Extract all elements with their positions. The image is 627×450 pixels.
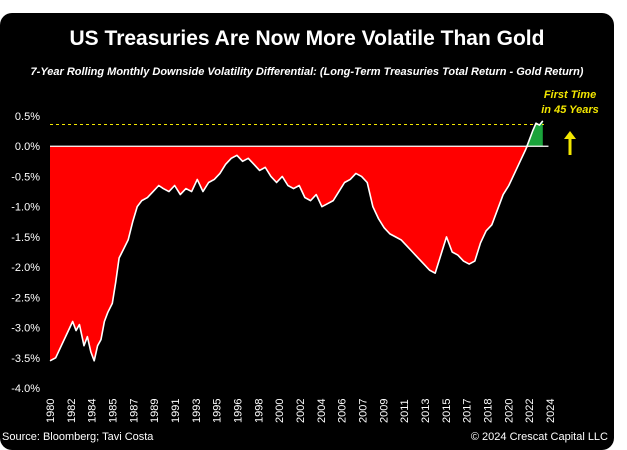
x-tick-label: 2007 (358, 399, 370, 423)
x-tick-label: 1993 (191, 399, 203, 423)
y-tick-label: 0.5% (15, 111, 40, 123)
y-tick-label: -1.0% (11, 202, 40, 214)
chart-title: US Treasuries Are Now More Volatile Than… (69, 27, 545, 50)
chart-plot: 0.5% 0.0% -0.5% -1.0% -1.5% -2.0% -2.5% -3.0% -3… (11, 111, 576, 423)
y-tick-label: -2.5% (11, 292, 40, 304)
x-tick-label: 1985 (108, 399, 120, 423)
x-tick-label: 1995 (212, 399, 224, 423)
chart-card: US Treasuries Are Now More Volatile Than… (0, 13, 614, 450)
x-tick-label: 2002 (295, 399, 307, 423)
x-tick-label: 1989 (149, 399, 161, 423)
annotation-line-1: First Time (543, 89, 597, 101)
x-tick-label: 1998 (253, 399, 265, 423)
x-tick-label: 1987 (128, 399, 140, 423)
source-note: Source: Bloomberg; Tavi Costa (2, 431, 154, 443)
y-tick-label: -0.5% (11, 171, 40, 183)
y-tick-label: -4.0% (11, 383, 40, 395)
x-tick-label: 1984 (87, 399, 99, 423)
copyright-note: © 2024 Crescat Capital LLC (470, 431, 608, 443)
y-tick-label: -2.0% (11, 262, 40, 274)
y-tick-label: -1.5% (11, 232, 40, 244)
x-tick-label: 2004 (316, 399, 328, 423)
negative-area (50, 146, 543, 361)
x-tick-label: 2006 (337, 399, 349, 423)
x-tick-label: 2022 (524, 399, 536, 423)
x-tick-label: 2017 (462, 399, 474, 423)
y-tick-label: 0.0% (15, 141, 40, 153)
annotation-line-2: in 45 Years (541, 104, 599, 116)
x-tick-label: 2015 (441, 399, 453, 423)
y-tick-label: -3.0% (11, 323, 40, 335)
series-line (49, 120, 544, 362)
x-tick-label: 1996 (233, 399, 245, 423)
x-tick-label: 2000 (274, 399, 286, 423)
y-tick-label: -3.5% (11, 353, 40, 365)
x-tick-label: 1980 (45, 399, 57, 423)
x-tick-label: 1991 (170, 399, 182, 423)
x-tick-label: 2024 (545, 399, 557, 423)
x-tick-label: 2009 (378, 399, 390, 423)
x-tick-label: 1982 (66, 399, 78, 423)
x-tick-label: 2011 (399, 399, 411, 423)
x-tick-label: 2018 (483, 399, 495, 423)
x-tick-label: 2013 (420, 399, 432, 423)
chart-subtitle: 7-Year Rolling Monthly Downside Volatili… (30, 66, 584, 78)
annotation-arrow-head (564, 131, 576, 139)
x-tick-label: 2020 (503, 399, 515, 423)
